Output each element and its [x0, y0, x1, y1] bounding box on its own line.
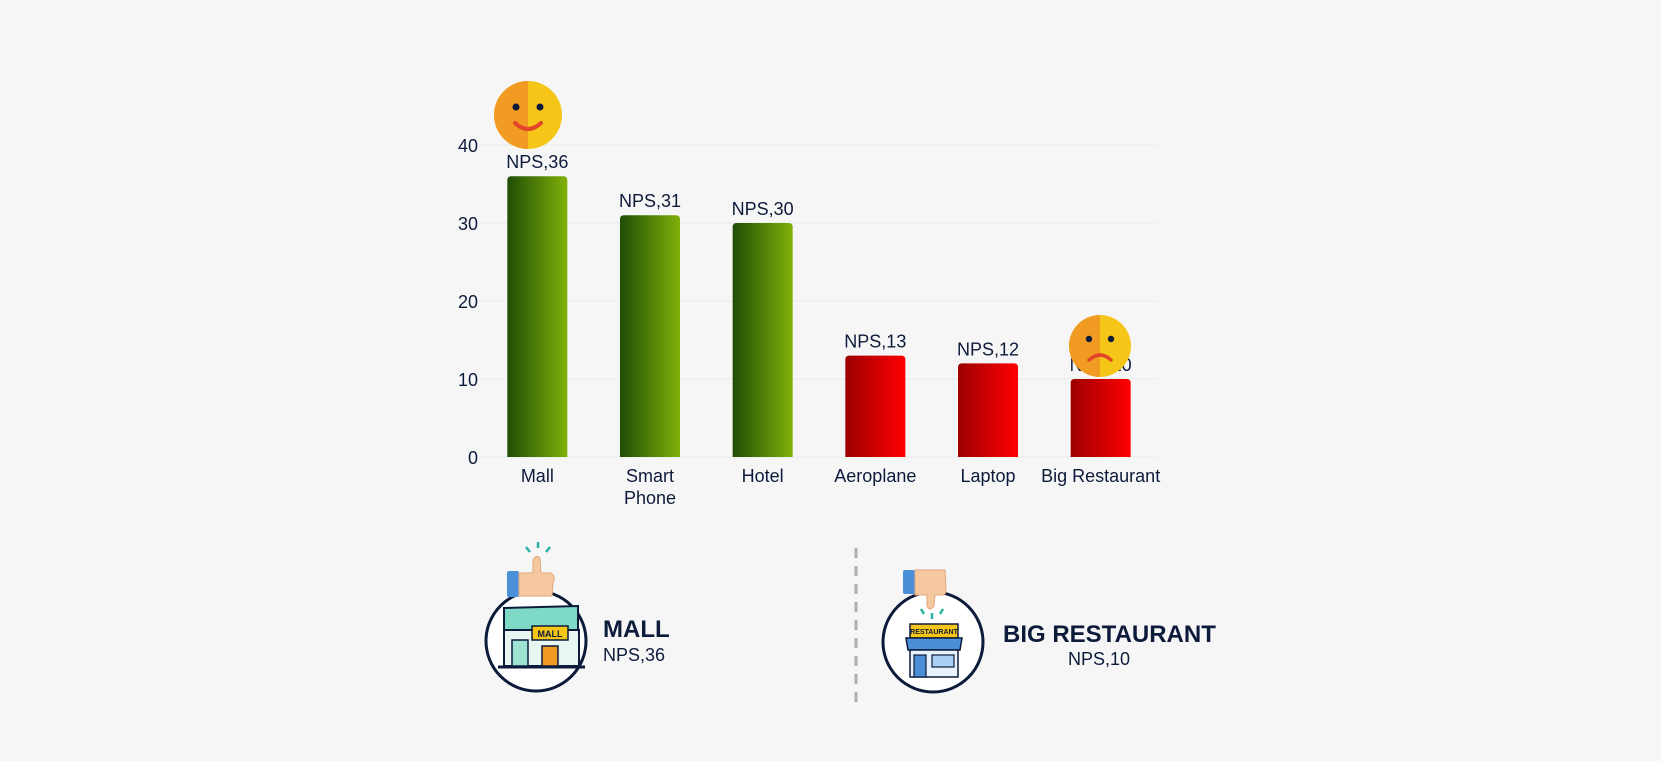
x-tick-label-line: Phone: [624, 488, 676, 508]
svg-text:RESTAURANT: RESTAURANT: [910, 629, 958, 636]
data-label: NPS,31: [619, 191, 681, 211]
x-tick-label: Laptop: [960, 466, 1015, 486]
x-tick-label: Hotel: [742, 466, 784, 486]
x-axis: Mall Smart Phone Hotel Aeroplane Laptop Big Re…: [521, 466, 1160, 508]
worst-title: BIG RESTAURANT: [1003, 621, 1216, 648]
best-title: MALL: [603, 616, 670, 643]
x-tick-label-line: Smart: [626, 466, 674, 486]
mall-icon: MALL: [498, 604, 585, 669]
thumbs-up-icon: [507, 542, 555, 597]
bar-series: [507, 176, 1131, 457]
bar: [507, 176, 568, 457]
bar: [1070, 379, 1131, 457]
x-tick-label: Smart Phone: [624, 466, 676, 508]
bar: [845, 355, 906, 457]
worst-value: NPS,10: [1068, 649, 1130, 669]
data-label: NPS,36: [506, 152, 568, 172]
thumbs-down-icon: [903, 569, 947, 619]
x-tick-label: Mall: [521, 466, 554, 486]
best-summary: MALL MALL NPS,36: [484, 542, 670, 693]
y-tick-label: 0: [468, 448, 478, 468]
bar: [958, 363, 1018, 457]
x-tick-label: Aeroplane: [834, 466, 916, 486]
data-label: NPS,12: [957, 339, 1019, 359]
y-tick-label: 30: [458, 214, 478, 234]
worst-summary: RESTAURANT BIG RESTAURANT NPS,10: [881, 569, 1216, 694]
sad-face-icon: [1069, 315, 1131, 377]
chart-grid: [481, 144, 1157, 458]
svg-text:MALL: MALL: [538, 629, 563, 639]
x-tick-label: Big Restaurant: [1041, 466, 1160, 486]
y-tick-label: 10: [458, 370, 478, 390]
bar: [732, 223, 793, 457]
restaurant-icon: RESTAURANT: [905, 623, 963, 678]
y-tick-label: 20: [458, 292, 478, 312]
happy-face-icon: [494, 81, 562, 149]
y-axis: 0 10 20 30 40: [458, 136, 478, 468]
bar: [620, 215, 680, 457]
y-tick-label: 40: [458, 136, 478, 156]
data-label: NPS,13: [844, 332, 906, 352]
data-label: NPS,30: [732, 199, 794, 219]
best-value: NPS,36: [603, 645, 665, 665]
